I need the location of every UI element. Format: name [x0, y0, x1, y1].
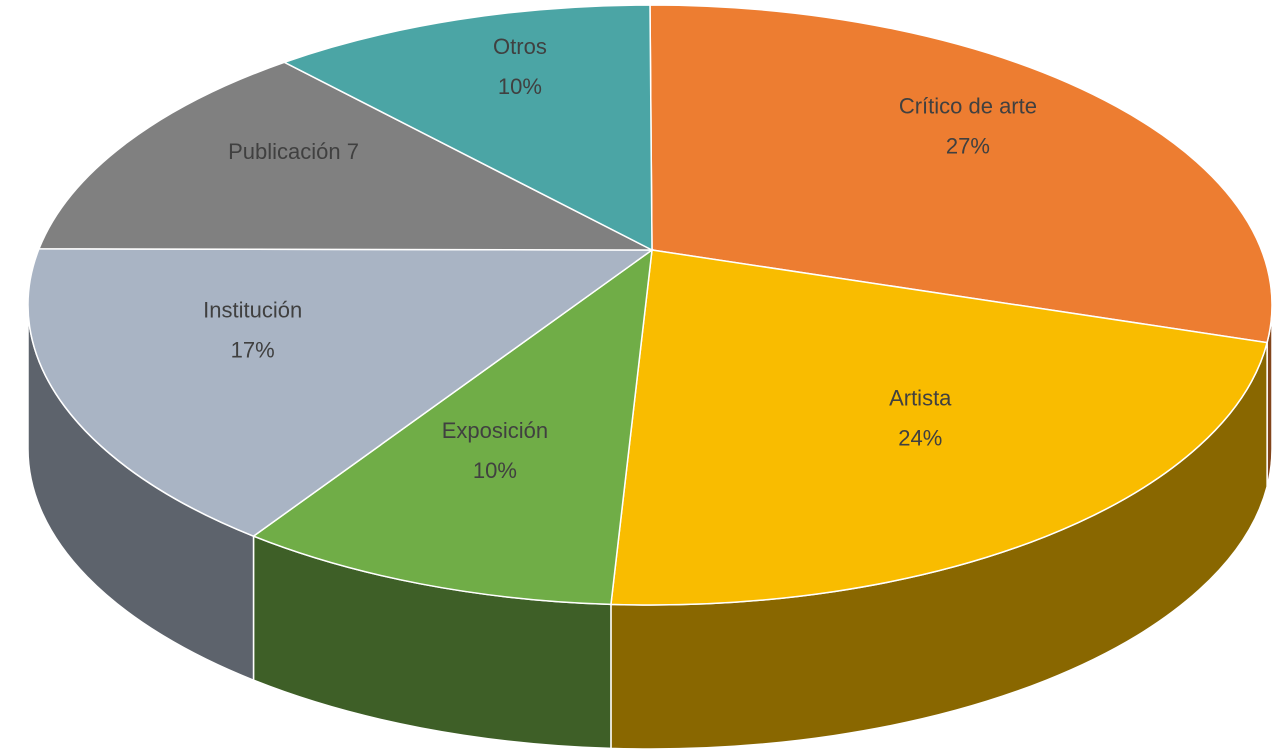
slice-label: Crítico de arte [899, 93, 1037, 118]
slice-label: Exposición [442, 418, 548, 443]
slice-label: Institución [203, 297, 302, 322]
slice [27, 248, 655, 538]
slice-label: Artista [889, 385, 952, 410]
slice-label: Otros [493, 34, 547, 59]
slice [649, 4, 1273, 344]
value-label: 27% [946, 133, 990, 158]
slice [251, 248, 653, 606]
value-label: 10% [473, 458, 517, 483]
slice-label: Publicación 7 [228, 139, 359, 164]
value-label: 10% [498, 74, 542, 99]
slice [37, 61, 653, 251]
slice [610, 249, 1269, 606]
value-label: 17% [231, 337, 275, 362]
value-label: 24% [898, 425, 942, 450]
slice [282, 4, 653, 252]
